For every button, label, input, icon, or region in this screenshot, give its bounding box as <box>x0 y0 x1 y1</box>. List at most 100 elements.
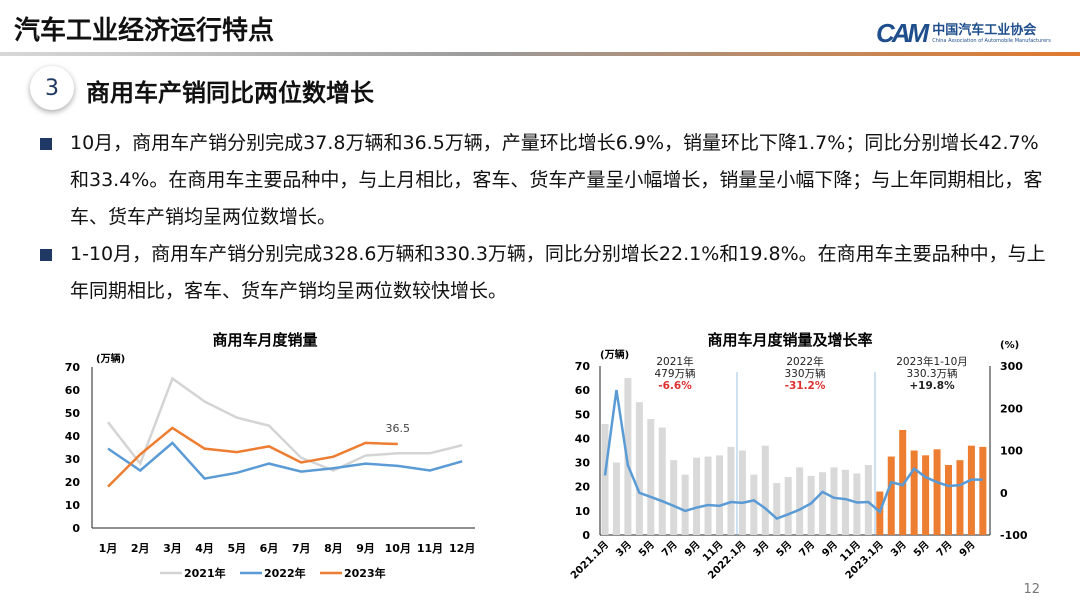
y-right-tick-label: 100 <box>1000 445 1023 458</box>
x-tick-label: 7月 <box>797 539 817 559</box>
bar <box>956 460 964 535</box>
bar <box>612 462 620 535</box>
period-annotation: +19.8% <box>909 380 955 392</box>
bar <box>979 446 987 535</box>
y-right-tick-label: 0 <box>1000 487 1008 500</box>
bar <box>899 429 907 535</box>
period-annotation: 2023年1-10月 <box>896 355 968 368</box>
x-tick-label: 7月 <box>659 539 679 559</box>
x-tick-label: 9月 <box>682 539 702 559</box>
x-tick-label: 6月 <box>260 542 279 555</box>
x-tick-label: 9月 <box>957 539 977 559</box>
y-right-tick-label: 200 <box>1000 402 1023 415</box>
bar <box>727 446 735 535</box>
bullet-list: 10月，商用车产销分别完成37.8万辆和36.5万辆，产量环比增长6.9%，销量… <box>40 125 1050 310</box>
logo-mark-icon: CAM <box>876 18 929 48</box>
legend-label: 2021年 <box>184 566 226 580</box>
data-label: 36.5 <box>386 422 411 435</box>
x-tick-label: 3月 <box>751 539 771 559</box>
x-tick-label: 2021.1月 <box>568 539 611 582</box>
x-tick-label: 7月 <box>934 539 954 559</box>
x-tick-label: 3月 <box>614 539 634 559</box>
x-tick-label: 9月 <box>356 542 375 555</box>
y-left-tick-label: 20 <box>575 481 591 494</box>
y-left-tick-label: 70 <box>575 360 591 373</box>
y-tick-label: 0 <box>72 522 80 535</box>
x-tick-label: 3月 <box>888 539 908 559</box>
y-right-tick-label: 300 <box>1000 360 1023 373</box>
x-tick-label: 5月 <box>636 539 656 559</box>
chart1-ylabel: (万辆) <box>96 352 125 365</box>
header-divider <box>0 52 1080 56</box>
bar <box>693 457 701 535</box>
bar <box>738 450 746 535</box>
bar <box>784 477 792 535</box>
y-tick-label: 60 <box>65 384 81 397</box>
page-number: 12 <box>1023 582 1040 597</box>
y-tick-label: 40 <box>65 430 81 443</box>
bar <box>670 460 678 535</box>
x-tick-label: 4月 <box>195 542 214 555</box>
y-tick-label: 20 <box>65 476 81 489</box>
bar <box>658 427 666 535</box>
period-annotation: 2021年 <box>656 355 693 368</box>
period-annotation: -31.2% <box>785 380 826 392</box>
bar <box>704 456 712 535</box>
chart1-title: 商用车月度销量 <box>212 331 317 349</box>
y-left-tick-label: 10 <box>575 505 591 518</box>
cam-logo: CAM 中国汽车工业协会 China Association of Automo… <box>876 18 1051 49</box>
x-tick-label: 8月 <box>324 542 343 555</box>
growth-rate-line <box>603 389 983 520</box>
bar <box>647 419 655 535</box>
bar <box>945 464 952 535</box>
x-tick-label: 7月 <box>292 542 311 555</box>
x-tick-label: 5月 <box>774 539 794 559</box>
y-tick-label: 50 <box>65 407 81 420</box>
y-left-tick-label: 50 <box>575 408 591 421</box>
logo-cn: 中国汽车工业协会 <box>932 22 1037 38</box>
period-annotation: -6.6% <box>658 380 692 392</box>
bar <box>624 378 632 535</box>
bar <box>887 456 895 535</box>
bar <box>750 474 758 535</box>
series-line-2023年 <box>107 426 398 488</box>
y-tick-label: 10 <box>65 499 81 512</box>
bar <box>761 445 769 535</box>
chart2-ylabel-right: (%) <box>1000 340 1019 351</box>
y-left-tick-label: 30 <box>575 457 591 470</box>
series-line-2021年 <box>107 376 463 472</box>
period-annotation: 330.3万辆 <box>906 367 957 380</box>
bar <box>910 450 918 535</box>
legend-label: 2022年 <box>264 566 306 580</box>
x-tick-label: 1月 <box>99 542 118 555</box>
chart2-ylabel-left: (万辆) <box>600 348 629 361</box>
bar <box>853 473 861 535</box>
y-tick-label: 30 <box>65 453 81 466</box>
bar <box>807 475 815 535</box>
y-left-tick-label: 40 <box>575 432 591 445</box>
bar <box>773 483 781 535</box>
x-tick-label: 2月 <box>131 542 150 555</box>
x-tick-label: 10月 <box>385 542 411 555</box>
period-annotation: 479万辆 <box>654 367 695 380</box>
bar <box>933 449 941 535</box>
logo-en: China Association of Automobile Manufact… <box>932 37 1051 44</box>
y-tick-label: 70 <box>65 361 81 374</box>
bar <box>601 423 609 535</box>
section-title: 商用车产销同比两位数增长 <box>86 79 374 107</box>
y-left-tick-label: 0 <box>582 529 590 542</box>
bar <box>922 455 930 535</box>
header-title: 汽车工业经济运行特点 <box>14 16 275 46</box>
bar <box>830 467 838 535</box>
period-annotation: 330万辆 <box>784 367 825 380</box>
bar <box>967 445 975 535</box>
y-left-tick-label: 60 <box>575 384 591 397</box>
chart2-title: 商用车月度销量及增长率 <box>707 331 872 349</box>
x-tick-label: 9月 <box>820 539 840 559</box>
bullet-item: 10月，商用车产销分别完成37.8万辆和36.5万辆，产量环比增长6.9%，销量… <box>40 125 1050 236</box>
bar <box>841 469 849 535</box>
x-tick-label: 5月 <box>911 539 931 559</box>
bar <box>864 464 872 535</box>
bar <box>681 474 689 535</box>
